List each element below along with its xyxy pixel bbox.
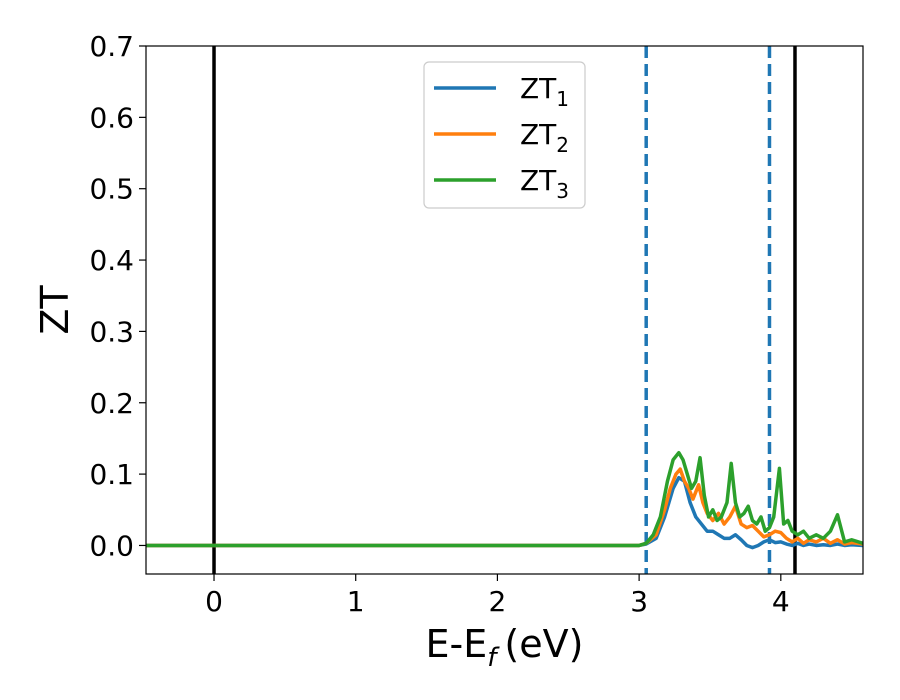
legend-box [423,61,586,209]
x-axis-ticks: 0 1 2 3 4 [205,574,790,618]
y-tick-label: 0.5 [89,173,134,206]
y-axis-ticks: 0.0 0.1 0.2 0.3 0.4 0.5 0.6 0.7 [89,30,146,562]
x-tick-label: 0 [205,585,223,618]
y-tick-label: 0.6 [89,101,134,134]
series-line-zt1 [146,475,863,550]
series-group [146,450,863,550]
legend: ZT1 ZT2 ZT3 [423,61,586,209]
y-tick-label: 0.7 [89,30,134,63]
x-tick-label: 3 [630,585,648,618]
legend-label-zt1: ZT1 [520,72,569,111]
plot-frame [145,45,864,575]
reference-lines [212,46,797,574]
x-tick-label: 1 [347,585,365,618]
x-tick-label: 2 [489,585,507,618]
series-line-zt2 [146,467,863,548]
y-axis-label: ZT [33,285,77,335]
y-tick-label: 0.2 [89,387,134,420]
y-tick-label: 0.4 [89,244,134,277]
x-axis-label: E-Ef (eV) [426,622,584,673]
legend-label-zt3: ZT3 [520,164,569,203]
legend-label-zt2: ZT2 [520,118,569,157]
y-tick-label: 0.0 [89,529,134,562]
y-tick-label: 0.1 [89,458,134,491]
x-tick-label: 4 [772,585,790,618]
y-tick-label: 0.3 [89,315,134,348]
series-line-zt3 [146,450,863,548]
